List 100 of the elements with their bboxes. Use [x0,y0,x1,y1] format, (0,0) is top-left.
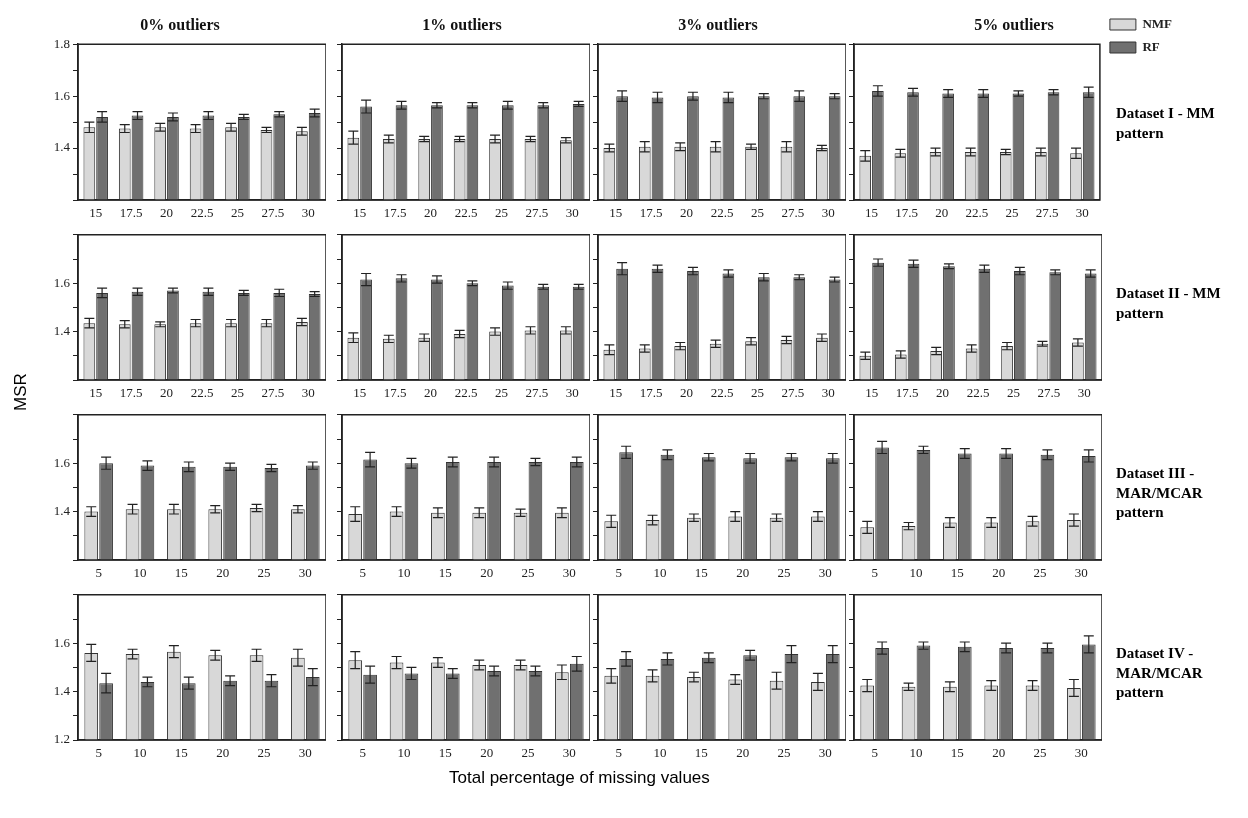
x-tick-label: 25 [1006,385,1020,401]
x-tick-label: 25 [777,745,791,761]
chart-title: 5% outliers [974,15,1054,33]
x-tick-label: 17.5 [119,385,143,401]
x-tick-label: 20 [935,205,949,221]
x-tick-label: 20 [736,745,750,761]
x-tick-label: 15 [609,385,623,401]
text: Dataset I - MM pattern [1116,104,1216,143]
x-tick-label: 10 [653,565,667,581]
x-tick-label: 5 [95,565,102,581]
x-tick-label: 20 [160,205,174,221]
x-tick-label: 5 [615,745,622,761]
x-tick-label: 15 [174,745,188,761]
x-tick-label: 30 [821,205,835,221]
x-tick-label: 27.5 [781,205,805,221]
x-tick-label: 27.5 [261,385,285,401]
x-tick-label: 15 [174,565,188,581]
x-tick-label: 15 [950,745,964,761]
x-tick-label: 5 [359,745,366,761]
x-tick-label: 17.5 [383,205,407,221]
x-tick-label: 22.5 [710,205,734,221]
x-tick-label: 22.5 [454,205,478,221]
x-tick-label: 10 [909,565,923,581]
legend-label: NMF [1142,15,1173,31]
x-tick-label: 5 [871,745,878,761]
x-tick-label: 15 [865,205,879,221]
x-tick-label: 25 [230,205,244,221]
x-tick-label: 30 [818,745,832,761]
x-tick-label: 27.5 [261,205,285,221]
x-tick-label: 10 [653,745,667,761]
x-tick-label: 30 [301,385,315,401]
y-tick-label: 1.4 [53,683,71,699]
text: Dataset IV - MAR/MCAR pattern [1116,644,1204,702]
chart-title: 1% outliers [422,15,502,33]
y-tick-label: 1.6 [53,454,71,470]
x-tick-label: 20 [992,745,1006,761]
x-tick-label: 30 [1075,205,1089,221]
x-tick-label: 15 [950,565,964,581]
x-tick-label: 20 [480,565,494,581]
x-tick-label: 17.5 [895,205,919,221]
x-tick-label: 22.5 [710,385,734,401]
x-tick-label: 20 [216,565,230,581]
x-tick-label: 15 [89,385,103,401]
y-axis-title: MSR [10,373,31,411]
x-axis-title: Total percentage of missing values [449,768,710,788]
x-tick-label: 20 [480,745,494,761]
x-tick-label: 22.5 [190,385,214,401]
x-tick-label: 30 [1077,385,1091,401]
x-tick-label: 30 [562,745,576,761]
text: Dataset III - MAR/MCAR pattern [1116,464,1204,522]
x-tick-label: 30 [565,205,579,221]
x-tick-label: 5 [871,565,878,581]
x-tick-label: 20 [424,385,438,401]
x-tick-label: 30 [562,565,576,581]
x-tick-label: 5 [615,565,622,581]
x-tick-label: 15 [865,385,879,401]
x-tick-label: 20 [992,565,1006,581]
x-tick-label: 20 [160,385,174,401]
x-tick-label: 17.5 [895,385,919,401]
x-tick-label: 22.5 [965,205,989,221]
y-tick-label: 1.4 [53,503,71,519]
x-tick-label: 30 [821,385,835,401]
chart-title: 3% outliers [678,15,758,33]
x-tick-label: 20 [680,205,694,221]
text: Dataset II - MM pattern [1116,284,1222,323]
y-tick-label: 1.4 [53,139,71,155]
x-tick-label: 15 [89,205,103,221]
x-tick-label: 15 [694,745,708,761]
x-tick-label: 10 [133,565,147,581]
x-tick-label: 27.5 [525,385,549,401]
x-tick-label: 17.5 [639,205,663,221]
x-tick-label: 20 [680,385,694,401]
x-tick-label: 30 [1074,565,1088,581]
x-tick-label: 15 [609,205,623,221]
x-tick-label: 30 [565,385,579,401]
x-tick-label: 10 [133,745,147,761]
x-tick-label: 25 [1033,565,1047,581]
x-tick-label: 27.5 [781,385,805,401]
x-tick-label: 15 [353,385,367,401]
x-tick-label: 10 [397,565,411,581]
y-tick-label: 1.2 [53,731,70,747]
x-tick-label: 25 [1005,205,1019,221]
x-tick-label: 20 [936,385,950,401]
x-tick-label: 20 [424,205,438,221]
y-tick-label: 1.6 [53,87,71,103]
x-tick-label: 30 [298,745,312,761]
x-tick-label: 20 [216,745,230,761]
x-tick-label: 25 [230,385,244,401]
x-tick-label: 5 [359,565,366,581]
x-tick-label: 22.5 [190,205,214,221]
x-tick-label: 30 [298,565,312,581]
y-tick-label: 1.4 [53,323,71,339]
x-tick-label: 27.5 [1037,385,1061,401]
legend-label: RF [1142,38,1160,54]
x-tick-label: 25 [521,565,535,581]
x-tick-label: 5 [95,745,102,761]
x-tick-label: 17.5 [383,385,407,401]
x-tick-label: 15 [438,565,452,581]
x-tick-label: 30 [301,205,315,221]
x-tick-label: 27.5 [1035,205,1059,221]
